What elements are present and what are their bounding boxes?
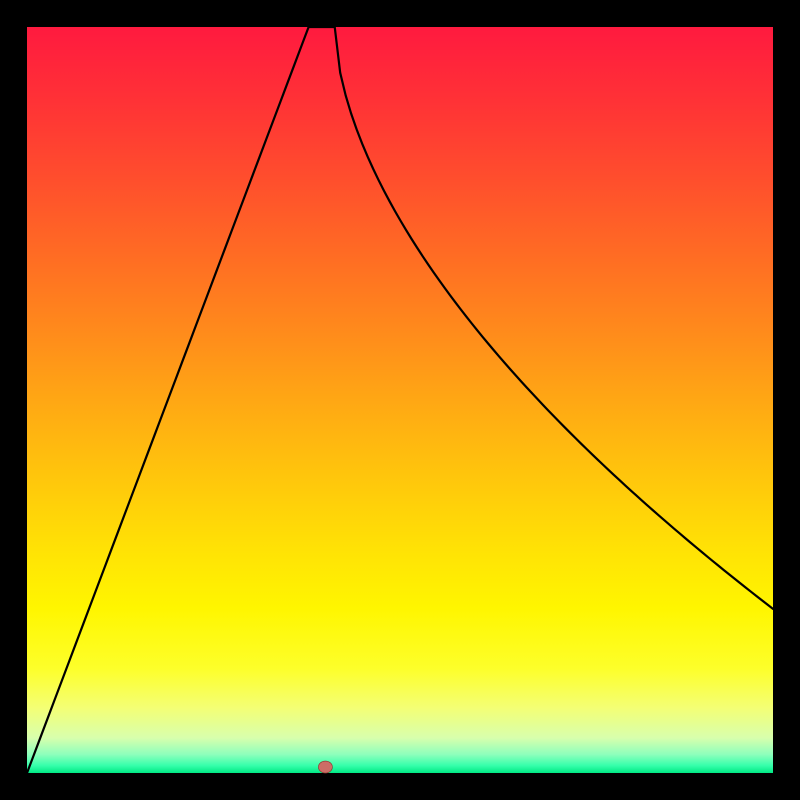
chart-container: TheBottleneck.com (0, 0, 800, 800)
bottleneck-chart (0, 0, 800, 800)
apex-marker (318, 761, 332, 773)
plot-area (27, 27, 773, 773)
